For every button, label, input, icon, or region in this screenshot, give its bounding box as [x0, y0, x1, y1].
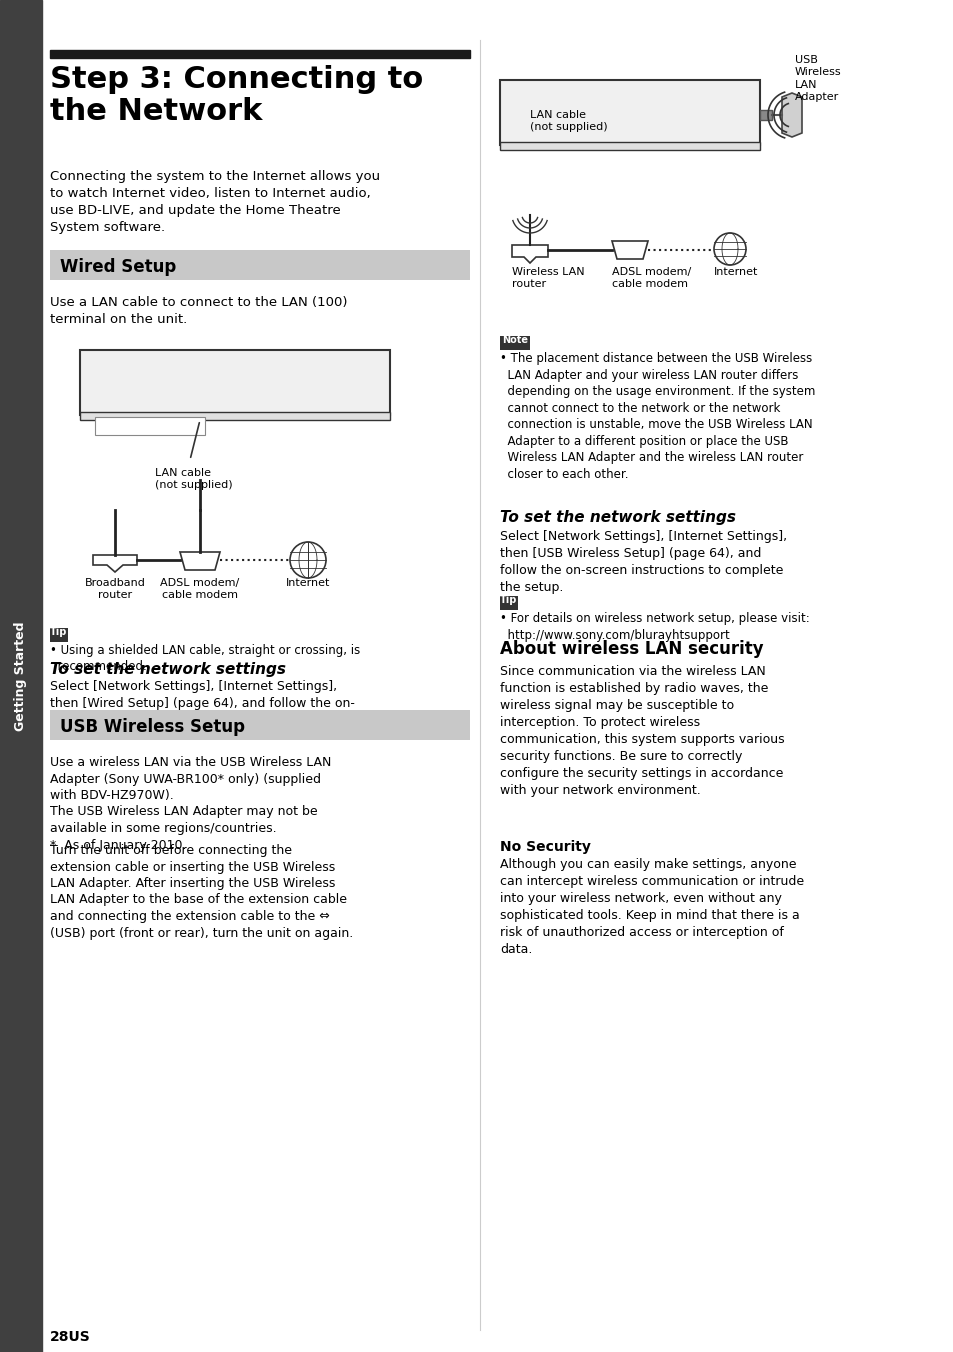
Text: About wireless LAN security: About wireless LAN security	[499, 639, 762, 658]
Text: To set the network settings: To set the network settings	[499, 510, 735, 525]
Text: Use a wireless LAN via the USB Wireless LAN
Adapter (Sony UWA-BR100* only) (supp: Use a wireless LAN via the USB Wireless …	[50, 756, 331, 852]
Text: • The placement distance between the USB Wireless
  LAN Adapter and your wireles: • The placement distance between the USB…	[499, 352, 815, 480]
Text: Wireless LAN
router: Wireless LAN router	[512, 266, 584, 289]
Text: Select [Network Settings], [Internet Settings],
then [USB Wireless Setup] (page : Select [Network Settings], [Internet Set…	[499, 530, 786, 594]
FancyBboxPatch shape	[50, 710, 470, 740]
Text: ADSL modem/
cable modem: ADSL modem/ cable modem	[612, 266, 691, 289]
FancyBboxPatch shape	[499, 596, 517, 610]
Text: LAN cable
(not supplied): LAN cable (not supplied)	[530, 110, 607, 132]
Polygon shape	[180, 552, 220, 571]
Text: Turn the unit off before connecting the
extension cable or inserting the USB Wir: Turn the unit off before connecting the …	[50, 844, 353, 940]
Circle shape	[290, 542, 326, 579]
Polygon shape	[781, 93, 801, 137]
Text: Use a LAN cable to connect to the LAN (100)
terminal on the unit.: Use a LAN cable to connect to the LAN (1…	[50, 296, 347, 326]
Bar	[95, 416, 205, 435]
Bar	[760, 110, 771, 120]
Text: • For details on wireless network setup, please visit:
  http://www.sony.com/blu: • For details on wireless network setup,…	[499, 612, 809, 641]
Text: Note: Note	[501, 335, 527, 345]
FancyBboxPatch shape	[50, 250, 470, 280]
Text: Internet: Internet	[713, 266, 758, 277]
Polygon shape	[612, 241, 647, 260]
Text: 28US: 28US	[50, 1330, 91, 1344]
Text: To set the network settings: To set the network settings	[50, 662, 286, 677]
Bar	[80, 412, 390, 420]
Text: Tip: Tip	[499, 595, 517, 604]
Polygon shape	[512, 245, 547, 264]
Polygon shape	[92, 556, 137, 572]
FancyBboxPatch shape	[50, 627, 68, 642]
Text: USB Wireless Setup: USB Wireless Setup	[60, 718, 245, 735]
Bar	[80, 350, 390, 415]
Text: Broadband
router: Broadband router	[85, 579, 145, 600]
Text: • Using a shielded LAN cable, straight or crossing, is
  recommended.: • Using a shielded LAN cable, straight o…	[50, 644, 360, 673]
Bar	[499, 80, 760, 145]
Text: Wired Setup: Wired Setup	[60, 258, 176, 276]
Text: Select [Network Settings], [Internet Settings],
then [Wired Setup] (page 64), an: Select [Network Settings], [Internet Set…	[50, 680, 355, 727]
Text: LAN cable
(not supplied): LAN cable (not supplied)	[154, 468, 233, 491]
Text: USB
Wireless
LAN
Adapter: USB Wireless LAN Adapter	[794, 55, 841, 103]
Text: Connecting the system to the Internet allows you
to watch Internet video, listen: Connecting the system to the Internet al…	[50, 170, 379, 234]
Text: No Security: No Security	[499, 840, 590, 854]
Text: Getting Started: Getting Started	[14, 622, 28, 730]
FancyBboxPatch shape	[499, 337, 530, 350]
Bar	[0, 0, 42, 1352]
Bar	[50, 50, 470, 58]
Text: ADSL modem/
cable modem: ADSL modem/ cable modem	[160, 579, 239, 600]
Text: Since communication via the wireless LAN
function is established by radio waves,: Since communication via the wireless LAN…	[499, 665, 783, 796]
Bar	[499, 142, 760, 150]
Text: Tip: Tip	[51, 627, 68, 637]
Text: Internet: Internet	[286, 579, 330, 588]
Text: Although you can easily make settings, anyone
can intercept wireless communicati: Although you can easily make settings, a…	[499, 859, 803, 956]
Text: Step 3: Connecting to
the Network: Step 3: Connecting to the Network	[50, 65, 423, 127]
Circle shape	[713, 233, 745, 265]
